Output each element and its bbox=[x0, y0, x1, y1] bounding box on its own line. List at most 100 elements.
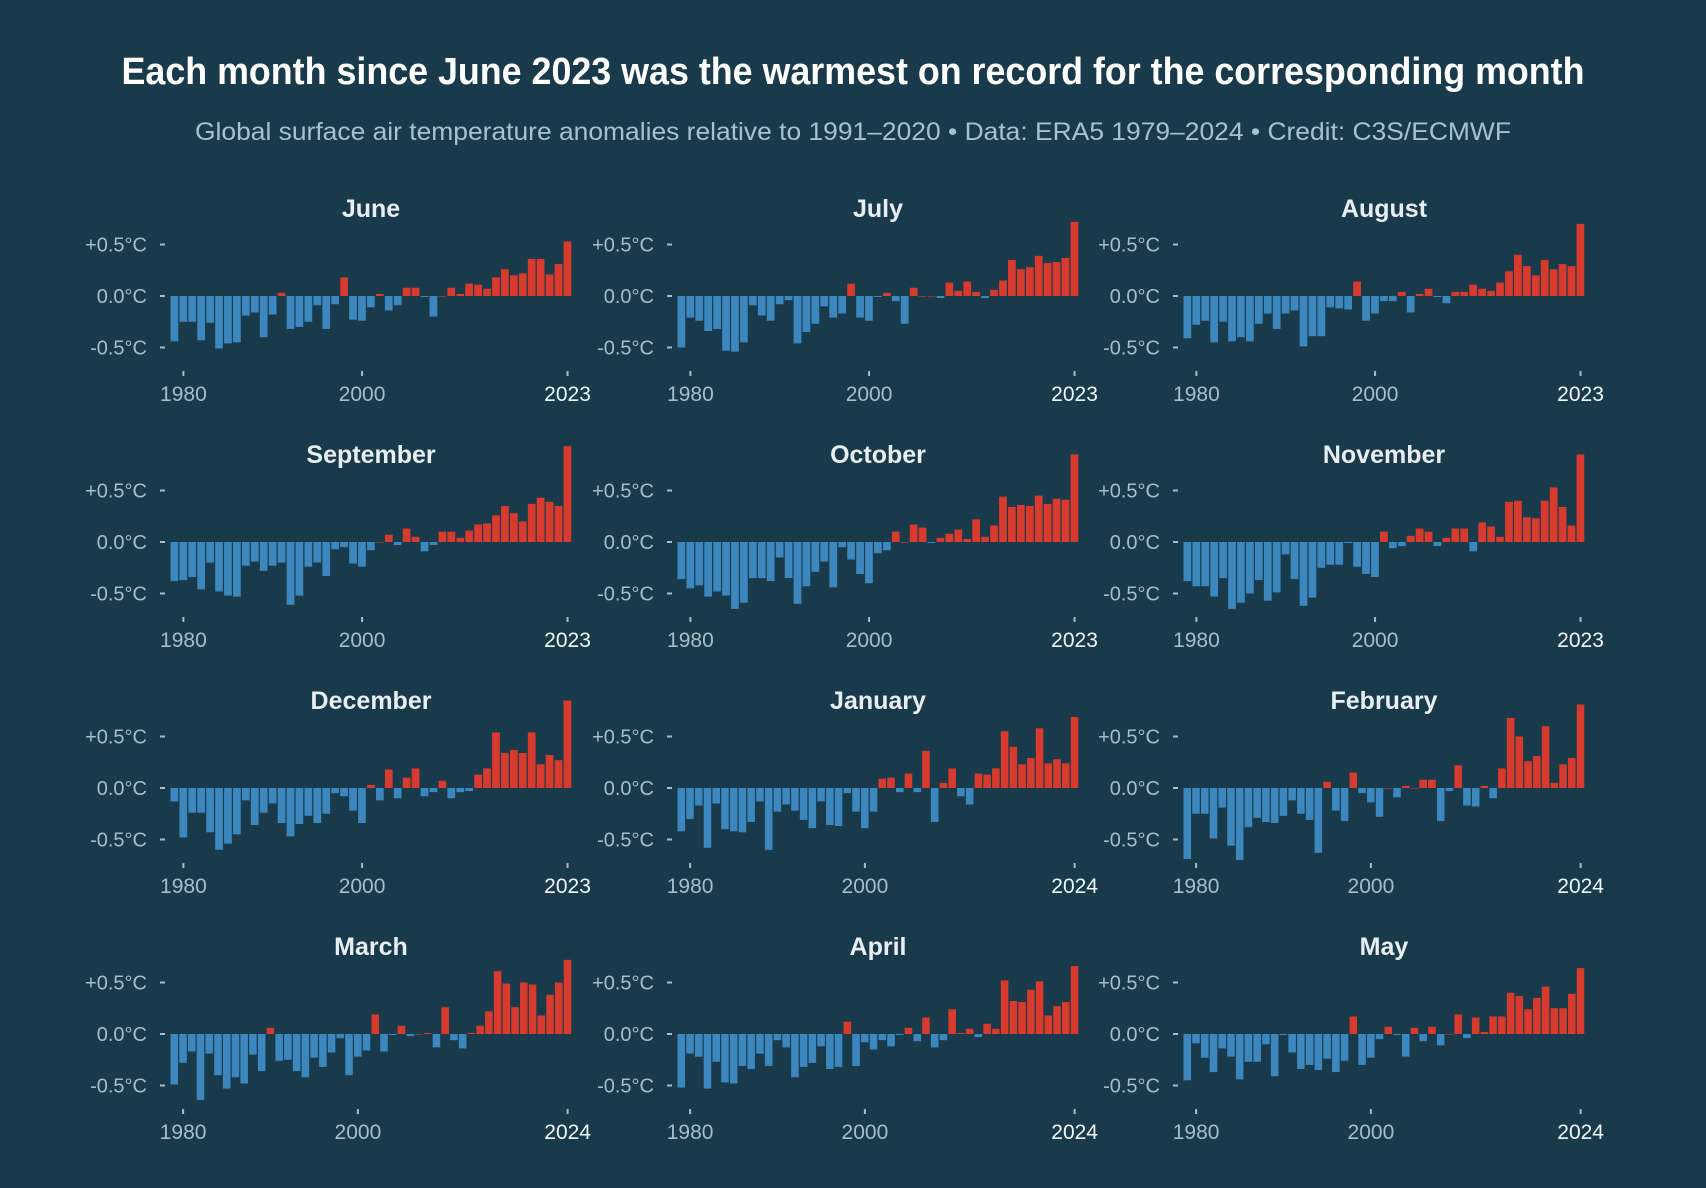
bar-2022 bbox=[1559, 1008, 1567, 1034]
bar-2013 bbox=[981, 296, 989, 299]
bar-1993 bbox=[292, 1034, 301, 1072]
bar-1993 bbox=[1308, 542, 1317, 598]
x-tick-label: 2000 bbox=[335, 1121, 382, 1144]
bar-1991 bbox=[782, 788, 790, 805]
bar-1981 bbox=[694, 788, 703, 806]
x-tick-label: 2000 bbox=[846, 629, 893, 652]
bar-2005 bbox=[1410, 1027, 1419, 1034]
y-tick-label: +0.5°C bbox=[1098, 235, 1160, 257]
bar-2024 bbox=[1576, 704, 1585, 788]
bar-1986 bbox=[231, 1034, 240, 1078]
bar-2021 bbox=[545, 274, 554, 296]
bar-2014 bbox=[1489, 788, 1497, 799]
x-tick-label: 2000 bbox=[846, 383, 893, 406]
bar-1983 bbox=[1218, 1034, 1226, 1049]
bar-1985 bbox=[729, 788, 738, 832]
bar-1982 bbox=[1209, 1034, 1218, 1073]
x-tick-label: 1980 bbox=[1173, 629, 1220, 652]
bar-1988 bbox=[249, 1034, 257, 1055]
bar-2003 bbox=[1393, 788, 1401, 798]
bar-2015 bbox=[1498, 1016, 1506, 1034]
panel-december: December +0.5°C 0.0°C -0.5°C 1980 2000 2023 bbox=[85, 687, 591, 898]
bar-1986 bbox=[740, 542, 748, 603]
bar-2022 bbox=[554, 505, 563, 542]
bar-2010 bbox=[1454, 1014, 1462, 1034]
bar-1989 bbox=[766, 542, 775, 582]
bar-2015 bbox=[485, 1011, 493, 1034]
bar-2011 bbox=[1463, 1034, 1471, 1039]
bar-2018 bbox=[1025, 505, 1034, 542]
bar-1992 bbox=[793, 542, 802, 604]
bar-1990 bbox=[1281, 296, 1290, 314]
bar-2013 bbox=[1487, 526, 1495, 542]
bar-1990 bbox=[1281, 542, 1290, 555]
bar-2004 bbox=[1406, 296, 1415, 313]
bar-2005 bbox=[1415, 528, 1424, 542]
bar-2021 bbox=[545, 501, 554, 542]
bar-2018 bbox=[1524, 1009, 1532, 1034]
bar-2019 bbox=[1034, 495, 1043, 542]
bar-2014 bbox=[983, 1023, 991, 1034]
x-tick-label: 1980 bbox=[667, 629, 714, 652]
bar-1985 bbox=[224, 542, 232, 596]
bar-2000 bbox=[354, 1034, 362, 1057]
bar-2005 bbox=[402, 528, 411, 542]
bar-2016 bbox=[1514, 254, 1522, 296]
bar-1981 bbox=[694, 1034, 703, 1057]
x-tick-label: 2024 bbox=[1557, 875, 1604, 898]
bar-2002 bbox=[1388, 542, 1397, 549]
bar-2023 bbox=[563, 241, 572, 296]
y-tick-label: +0.5°C bbox=[1098, 727, 1160, 749]
y-tick-label: 0.0°C bbox=[97, 1024, 147, 1046]
bar-2000 bbox=[358, 542, 366, 567]
panels: June +0.5°C 0.0°C -0.5°C 1980 2000 2023 July +0.… bbox=[85, 195, 1604, 1144]
bar-1989 bbox=[1272, 542, 1281, 593]
bar-1994 bbox=[1317, 296, 1326, 337]
bar-1995 bbox=[313, 788, 322, 824]
bar-1982 bbox=[703, 1034, 712, 1089]
bar-2019 bbox=[1533, 756, 1541, 788]
bar-1979 bbox=[170, 1034, 179, 1085]
bar-1982 bbox=[1210, 296, 1219, 343]
bar-2023 bbox=[1062, 1002, 1070, 1034]
bar-1980 bbox=[1192, 788, 1200, 814]
bar-1998 bbox=[1353, 542, 1361, 567]
bar-2009 bbox=[945, 533, 954, 542]
bar-2012 bbox=[965, 1028, 974, 1034]
bar-1981 bbox=[1201, 296, 1210, 321]
bar-2000 bbox=[1371, 542, 1379, 578]
bar-1988 bbox=[250, 296, 259, 313]
bar-1995 bbox=[313, 542, 322, 563]
bar-2001 bbox=[367, 784, 375, 788]
bar-1993 bbox=[799, 788, 808, 820]
bar-1994 bbox=[1317, 542, 1326, 568]
bar-2004 bbox=[393, 542, 402, 546]
bar-2000 bbox=[861, 788, 869, 829]
bar-2015 bbox=[492, 515, 500, 542]
chart-subtitle: Global surface air temperature anomalies… bbox=[195, 118, 1511, 146]
bar-2017 bbox=[502, 983, 511, 1034]
bar-1996 bbox=[1335, 296, 1344, 309]
bar-1999 bbox=[349, 296, 357, 320]
bar-1987 bbox=[1254, 542, 1263, 581]
bar-1980 bbox=[179, 542, 188, 581]
bar-2014 bbox=[483, 288, 491, 296]
bar-2007 bbox=[1433, 542, 1442, 547]
bar-1999 bbox=[349, 542, 357, 564]
bar-2011 bbox=[456, 537, 465, 542]
panel-title: November bbox=[1323, 441, 1446, 469]
bar-2008 bbox=[936, 537, 945, 542]
bar-2015 bbox=[992, 768, 1000, 788]
bar-1986 bbox=[1246, 542, 1254, 594]
bar-2013 bbox=[1480, 785, 1489, 788]
bar-2017 bbox=[1522, 266, 1531, 296]
bar-2021 bbox=[545, 755, 554, 788]
y-tick-label: -0.5°C bbox=[90, 584, 147, 606]
bar-1987 bbox=[241, 296, 250, 316]
bar-1989 bbox=[766, 296, 775, 321]
panel-august: August +0.5°C 0.0°C -0.5°C 1980 2000 2023 bbox=[1098, 195, 1604, 406]
y-tick-label: +0.5°C bbox=[85, 973, 147, 995]
bar-1986 bbox=[738, 1034, 747, 1066]
bar-2008 bbox=[930, 788, 939, 822]
bar-2008 bbox=[936, 296, 945, 299]
